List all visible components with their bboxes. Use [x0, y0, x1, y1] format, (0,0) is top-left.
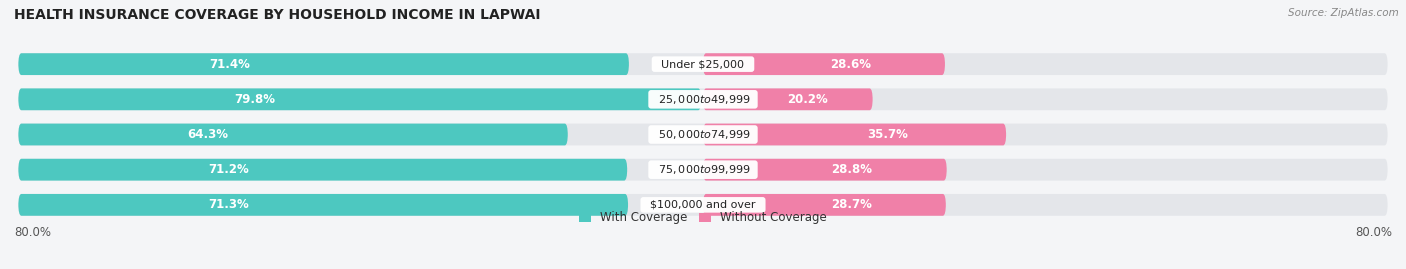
Text: $100,000 and over: $100,000 and over [644, 200, 762, 210]
Text: 64.3%: 64.3% [187, 128, 228, 141]
FancyBboxPatch shape [18, 53, 1388, 75]
Text: Source: ZipAtlas.com: Source: ZipAtlas.com [1288, 8, 1399, 18]
FancyBboxPatch shape [703, 53, 945, 75]
Text: 71.4%: 71.4% [209, 58, 250, 71]
Text: 35.7%: 35.7% [868, 128, 908, 141]
FancyBboxPatch shape [18, 159, 627, 180]
Text: 28.7%: 28.7% [831, 198, 872, 211]
Text: $50,000 to $74,999: $50,000 to $74,999 [651, 128, 755, 141]
FancyBboxPatch shape [18, 194, 628, 216]
FancyBboxPatch shape [18, 123, 568, 146]
FancyBboxPatch shape [703, 194, 946, 216]
Text: 71.2%: 71.2% [208, 163, 249, 176]
Text: 28.6%: 28.6% [831, 58, 872, 71]
Text: Under $25,000: Under $25,000 [655, 59, 751, 69]
Text: 20.2%: 20.2% [787, 93, 828, 106]
Text: 80.0%: 80.0% [14, 226, 51, 239]
Text: 71.3%: 71.3% [208, 198, 249, 211]
Legend: With Coverage, Without Coverage: With Coverage, Without Coverage [574, 207, 832, 229]
FancyBboxPatch shape [703, 123, 1007, 146]
FancyBboxPatch shape [18, 53, 628, 75]
FancyBboxPatch shape [18, 123, 1388, 146]
FancyBboxPatch shape [18, 194, 1388, 216]
Text: $25,000 to $49,999: $25,000 to $49,999 [651, 93, 755, 106]
Text: HEALTH INSURANCE COVERAGE BY HOUSEHOLD INCOME IN LAPWAI: HEALTH INSURANCE COVERAGE BY HOUSEHOLD I… [14, 8, 540, 22]
FancyBboxPatch shape [703, 89, 873, 110]
FancyBboxPatch shape [18, 159, 1388, 180]
FancyBboxPatch shape [18, 89, 1388, 110]
Text: 28.8%: 28.8% [831, 163, 872, 176]
FancyBboxPatch shape [703, 159, 946, 180]
FancyBboxPatch shape [18, 89, 702, 110]
Text: 80.0%: 80.0% [1355, 226, 1392, 239]
Text: $75,000 to $99,999: $75,000 to $99,999 [651, 163, 755, 176]
Text: 79.8%: 79.8% [233, 93, 276, 106]
